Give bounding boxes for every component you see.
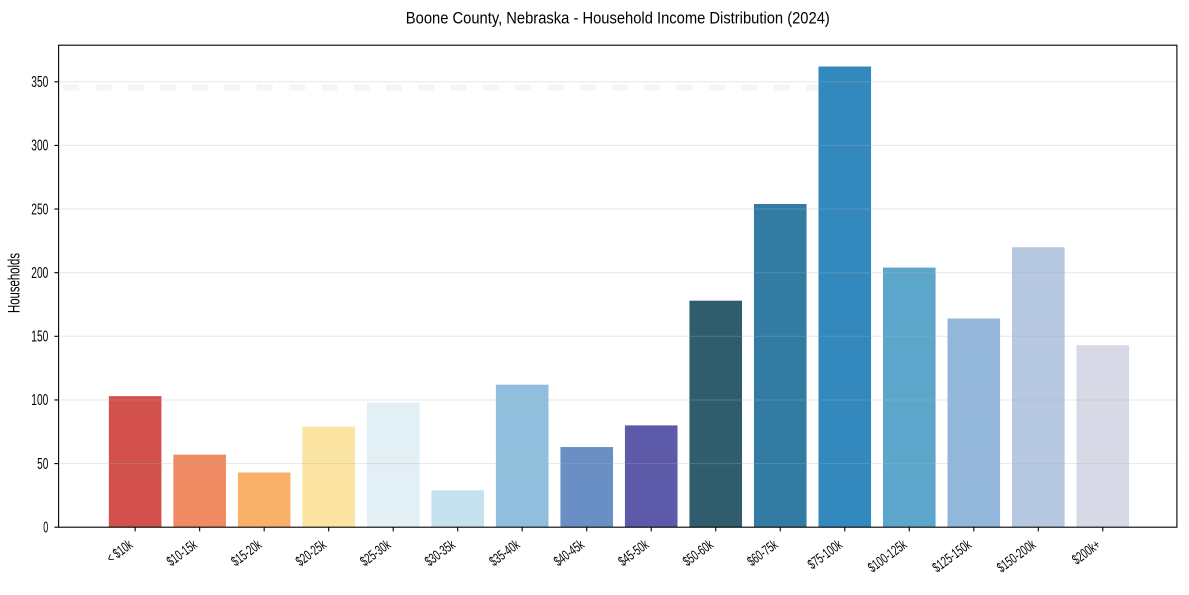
svg-text:50: 50 <box>37 456 48 473</box>
svg-text:150: 150 <box>31 329 48 346</box>
svg-text:200: 200 <box>31 265 48 282</box>
svg-text:300: 300 <box>31 138 48 155</box>
svg-text:0: 0 <box>43 520 48 537</box>
svg-text:350: 350 <box>31 74 48 91</box>
svg-text:Boone County, Nebraska - House: Boone County, Nebraska - Household Incom… <box>406 9 830 28</box>
svg-text:100: 100 <box>31 392 48 409</box>
svg-text:Households: Households <box>5 253 24 313</box>
svg-text:250: 250 <box>31 201 48 218</box>
